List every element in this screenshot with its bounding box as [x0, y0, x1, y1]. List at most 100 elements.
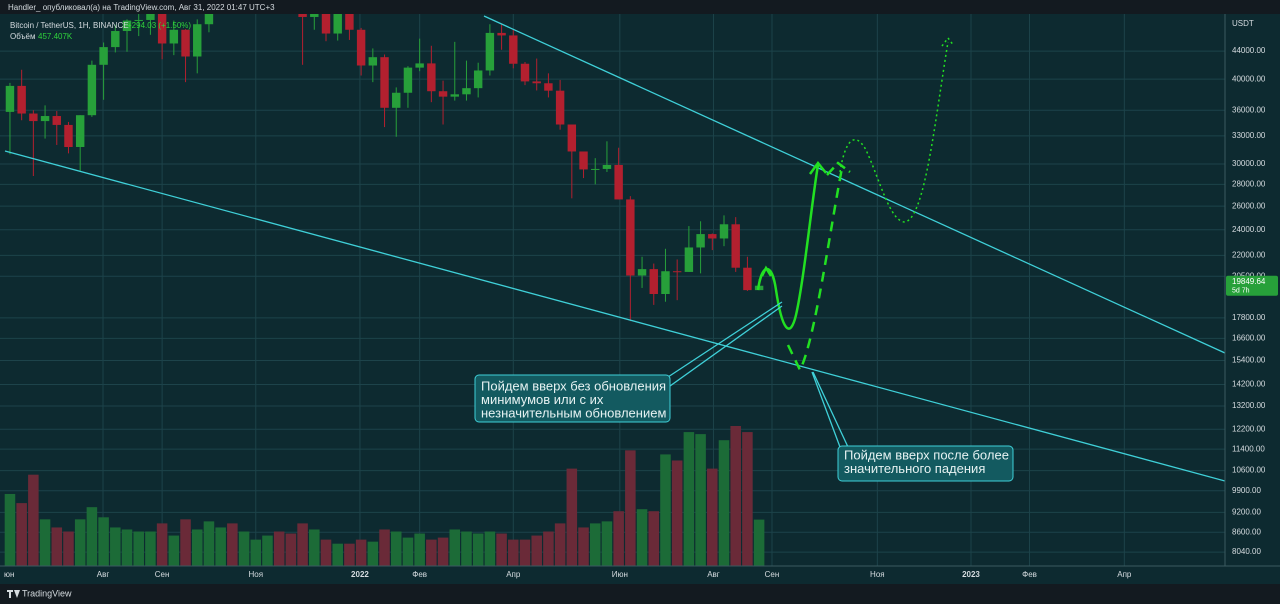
- candles: [5, 14, 764, 322]
- projection-dashed: [786, 167, 844, 373]
- candle-body: [146, 14, 155, 20]
- candle-body: [602, 164, 612, 169]
- candle-body: [392, 92, 401, 108]
- volume-bar: [660, 454, 671, 566]
- candle-body: [708, 234, 717, 239]
- callout-pointer: [811, 371, 849, 448]
- volume-bar: [227, 523, 238, 566]
- volume-bar: [145, 531, 156, 566]
- candle-body: [485, 32, 495, 71]
- x-tick-label: Фев: [1022, 570, 1037, 579]
- y-tick-label: 30000.00: [1232, 159, 1266, 168]
- y-tick-label: 28000.00: [1232, 179, 1266, 188]
- volume-bar: [718, 440, 730, 566]
- volume-bar: [390, 531, 402, 566]
- y-tick-label: 8040.00: [1232, 547, 1261, 556]
- x-tick-label: Авг: [97, 570, 110, 579]
- projection-solid: [756, 164, 820, 330]
- candle-body: [614, 164, 623, 200]
- volume-bar: [730, 426, 741, 566]
- volume-bar: [589, 523, 601, 566]
- volume-bar: [683, 432, 695, 566]
- candle-body: [29, 113, 38, 122]
- candle-body: [64, 124, 73, 147]
- volume-bar: [461, 531, 472, 566]
- volume-bar: [110, 527, 121, 566]
- annotation-text: минимумов или с их: [481, 392, 604, 407]
- x-tick-label: Апр: [506, 570, 521, 579]
- volume-bar: [707, 468, 718, 566]
- candle-body: [122, 20, 132, 32]
- candle-body: [696, 234, 705, 248]
- chart-title: Bitcoin / TetherUS, 1Н, BINANCE: [10, 21, 129, 30]
- volume-bar: [332, 543, 343, 566]
- candle-body: [462, 88, 471, 95]
- candle-body: [579, 151, 588, 170]
- candle-body: [555, 90, 565, 125]
- candle-body: [157, 14, 167, 44]
- candle-body: [204, 14, 214, 25]
- volume-bar: [472, 533, 484, 566]
- volume-bar: [86, 507, 98, 566]
- y-tick-label: 40000.00: [1232, 74, 1266, 83]
- volume-bar: [133, 531, 144, 566]
- candle-body: [427, 63, 436, 92]
- candle-body: [87, 64, 97, 116]
- candle-body: [368, 57, 378, 66]
- volume-bar: [601, 521, 613, 566]
- volume-bar: [531, 535, 542, 566]
- y-tick-label: 26000.00: [1232, 201, 1266, 210]
- volume-bar: [168, 535, 180, 566]
- x-tick-label: юн: [4, 570, 14, 579]
- y-tick-label: 9900.00: [1232, 486, 1261, 495]
- candle-body: [5, 85, 15, 112]
- candle-body: [684, 247, 694, 272]
- volume-bar: [344, 543, 355, 566]
- candle-body: [473, 70, 483, 89]
- volume-bar: [449, 529, 461, 566]
- volume: [4, 426, 765, 566]
- volume-bar: [320, 539, 332, 566]
- trend-line: [483, 15, 1225, 354]
- volume-bar: [238, 531, 250, 566]
- volume-bar: [4, 493, 16, 566]
- candle-body: [99, 47, 108, 65]
- volume-bar: [519, 539, 531, 566]
- volume-bar: [402, 537, 414, 566]
- x-tick-label: Ноя: [870, 570, 885, 579]
- candle-body: [637, 269, 647, 276]
- change-label: +294.03 (+1.50%): [127, 21, 191, 30]
- candle-body: [333, 14, 342, 34]
- x-tick-label: Ноя: [248, 570, 263, 579]
- footer-text: TradingView: [22, 588, 72, 598]
- logo: [7, 590, 20, 598]
- volume-bar: [648, 511, 660, 566]
- volume-bar: [671, 460, 683, 566]
- candle-body: [193, 24, 202, 57]
- candle-body: [134, 19, 143, 21]
- volume-bar: [543, 531, 554, 566]
- candle-body: [169, 29, 179, 44]
- x-tick-label: 2023: [962, 570, 980, 579]
- x-tick-label: 2022: [351, 570, 369, 579]
- candle-body: [591, 168, 600, 170]
- volume-bar: [51, 527, 63, 566]
- x-tick-label: Фев: [412, 570, 427, 579]
- volume-bar: [613, 511, 624, 566]
- y-tick-label: 11400.00: [1232, 444, 1265, 453]
- y-tick-label: 9200.00: [1232, 507, 1261, 516]
- volume-bar: [742, 432, 753, 566]
- y-tick-label: 15400.00: [1232, 356, 1266, 365]
- candle-body: [497, 32, 506, 36]
- candle-body: [719, 224, 729, 239]
- annotation-text: значительного падения: [844, 461, 985, 476]
- price-label-box: [1226, 275, 1278, 296]
- candle-body: [520, 63, 530, 82]
- callout-box: [474, 374, 671, 423]
- candle-body: [17, 85, 26, 114]
- candle-body: [661, 271, 670, 294]
- y-tick-label: 24000.00: [1232, 225, 1266, 234]
- header-bar: [0, 0, 1280, 14]
